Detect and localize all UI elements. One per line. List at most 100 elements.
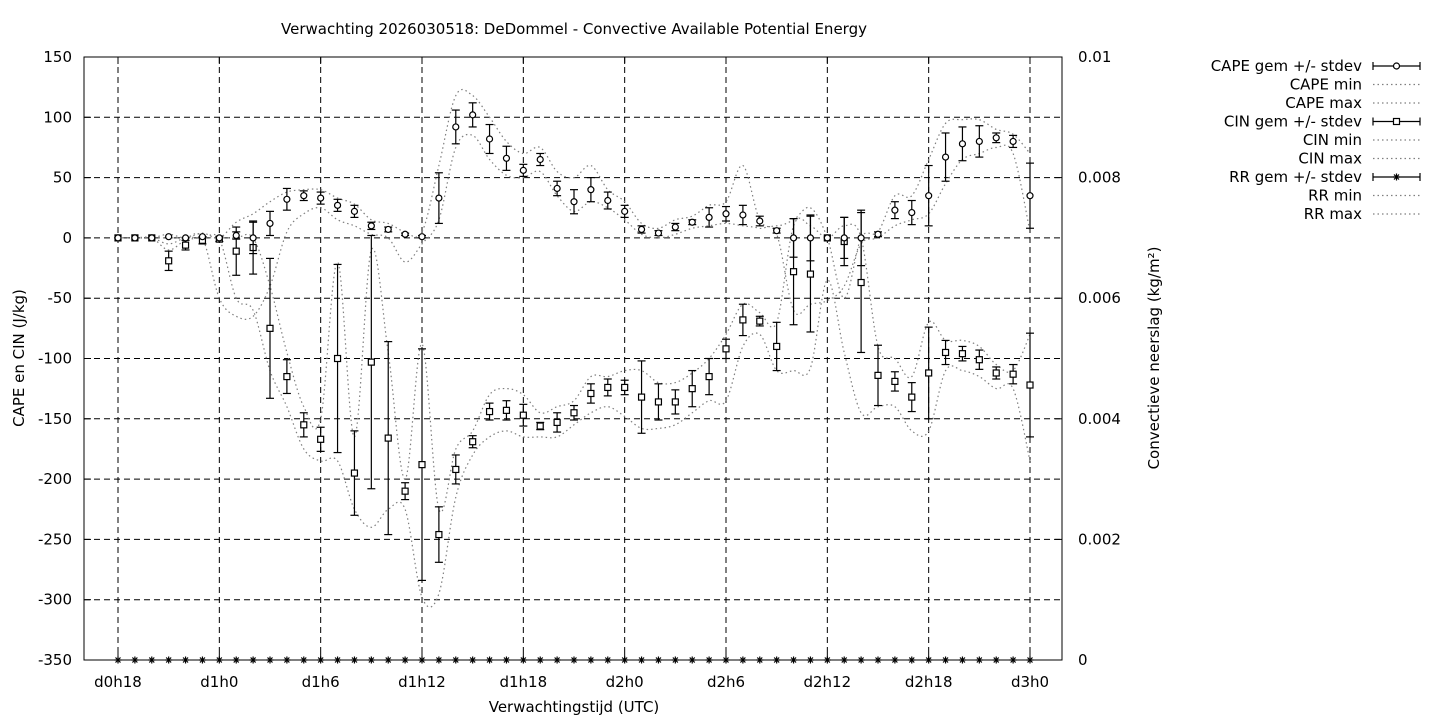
star-stroke [1393,174,1400,180]
min-max-lines [117,88,1031,608]
legend-label: CIN min [1303,131,1362,149]
cape-point [165,233,173,241]
y2-tick-label: 0.01 [1078,48,1111,66]
legend-label: CAPE min [1290,76,1362,94]
cin-point [350,469,359,477]
cin-point [739,316,747,324]
cin-point [925,369,933,377]
cin-point [283,372,291,381]
cin-point [722,345,730,353]
cin-point [773,342,781,351]
chart-title: Verwachting 2026030518: DeDommel - Conve… [281,20,867,38]
cin-point [435,530,443,539]
cape-point [401,230,409,238]
cape-point [333,201,342,209]
cape-point [823,234,831,242]
error-bars [114,102,1034,664]
cin-point [654,398,663,406]
x-tick-label: d2h0 [606,673,644,691]
cape-point [469,111,477,119]
cin-point [1026,381,1034,389]
y-tick-label: -250 [38,530,72,548]
x-tick-label: d1h18 [499,673,547,691]
cape-point [266,219,274,228]
cin-point [469,438,477,446]
x-tick-label: d0h18 [94,673,142,691]
cape-min-line [117,133,1031,320]
cin-point [485,407,494,416]
cin-point [384,434,392,442]
y-axis-label: CAPE en CIN (J/kg) [10,289,28,427]
y-tick-label: -350 [38,651,72,669]
cin-point [671,398,679,406]
cape-point [806,234,815,242]
cape-point [350,207,359,215]
cin-point [857,278,865,287]
cin-point [300,421,308,429]
cape-point [485,135,494,143]
legend-label: RR max [1304,205,1362,223]
cape-point [840,234,848,242]
legend-label: CAPE max [1285,94,1362,112]
cape-point [384,225,392,234]
legend-square-marker [1392,117,1401,126]
cape-point [317,194,325,202]
legend-label: CIN max [1298,150,1362,168]
cin-point [519,411,527,419]
cin-point [891,377,899,386]
x-tick-label: d2h18 [905,673,953,691]
cape-point [756,217,764,225]
cape-point [536,155,544,164]
y2-axis-label: Convectieve neerslag (kg/m²) [1145,247,1163,470]
cape-point [688,218,696,226]
legend-label: CAPE gem +/- stdev [1211,57,1362,75]
cape-point [925,192,933,200]
cape-point [654,229,663,237]
y-tick-label: 50 [53,169,72,187]
cape-point [114,234,122,242]
cin-point [367,358,375,366]
y-tick-label: 0 [62,229,72,247]
cape-point [637,225,646,234]
cin-point [621,383,629,392]
cape-point [367,222,375,230]
cin-point [604,383,612,392]
cin-point [908,393,916,401]
cape-point [198,233,207,241]
cape-point [452,123,460,131]
cin-point [553,418,561,427]
cin-point [502,406,511,414]
cin-point [806,270,815,278]
cape-point [722,210,730,218]
cin-point [266,324,274,332]
cape-point [789,234,798,242]
cape-point [773,227,781,235]
x-tick-label: d1h0 [200,673,238,691]
cape-point [1009,137,1017,146]
y-tick-label: -100 [38,350,72,368]
cape-point [908,208,916,217]
cin-point [452,465,460,474]
x-tick-label: d2h12 [803,673,851,691]
legend-label: CIN gem +/- stdev [1224,113,1362,131]
legend-star-marker [1393,173,1400,181]
legend-label: RR min [1308,187,1362,205]
y2-tick-label: 0.006 [1078,289,1121,307]
cin-point [165,257,173,265]
cin-point [756,317,764,325]
cape-point [992,134,1000,142]
y-tick-label: -200 [38,470,72,488]
x-axis-label: Verwachtingstijd (UTC) [489,698,660,716]
x-tick-label: d1h12 [398,673,446,691]
cape-point [958,140,967,148]
y-tick-label: 100 [43,108,72,126]
cape-point [435,194,443,202]
legend-circle-marker [1392,62,1401,70]
cape-point [1026,192,1034,200]
cin-point [232,247,240,255]
y2-tick-label: 0.008 [1078,169,1121,187]
cape-point [857,234,865,242]
cape-point [215,234,223,242]
cin-point [587,389,595,398]
